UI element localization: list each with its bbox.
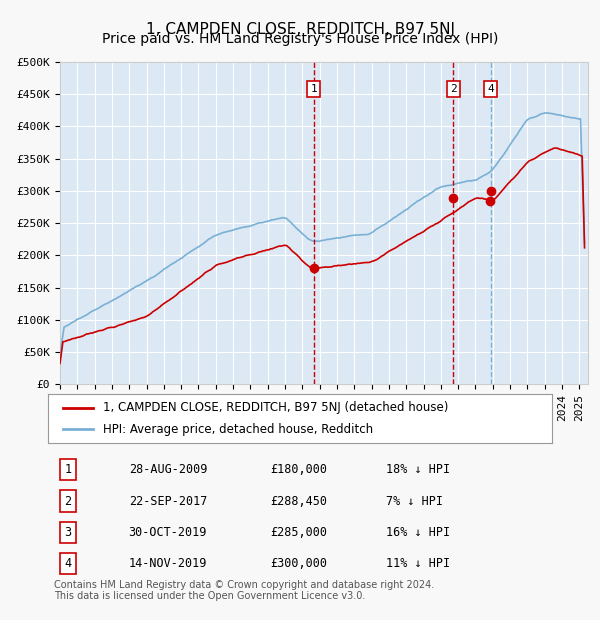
- Text: 1: 1: [310, 84, 317, 94]
- Text: 1: 1: [65, 463, 72, 476]
- Text: £300,000: £300,000: [270, 557, 327, 570]
- Text: Price paid vs. HM Land Registry's House Price Index (HPI): Price paid vs. HM Land Registry's House …: [102, 32, 498, 46]
- Text: 18% ↓ HPI: 18% ↓ HPI: [386, 463, 450, 476]
- Text: 22-SEP-2017: 22-SEP-2017: [128, 495, 207, 508]
- Text: 30-OCT-2019: 30-OCT-2019: [128, 526, 207, 539]
- Text: 1, CAMPDEN CLOSE, REDDITCH, B97 5NJ (detached house): 1, CAMPDEN CLOSE, REDDITCH, B97 5NJ (det…: [103, 401, 449, 414]
- Text: Contains HM Land Registry data © Crown copyright and database right 2024.
This d: Contains HM Land Registry data © Crown c…: [54, 580, 434, 601]
- Text: 4: 4: [487, 84, 494, 94]
- Text: 11% ↓ HPI: 11% ↓ HPI: [386, 557, 450, 570]
- Text: 16% ↓ HPI: 16% ↓ HPI: [386, 526, 450, 539]
- Text: 28-AUG-2009: 28-AUG-2009: [128, 463, 207, 476]
- Text: 14-NOV-2019: 14-NOV-2019: [128, 557, 207, 570]
- Text: 3: 3: [65, 526, 72, 539]
- Text: 2: 2: [65, 495, 72, 508]
- Text: £285,000: £285,000: [270, 526, 327, 539]
- Text: £288,450: £288,450: [270, 495, 327, 508]
- Text: 4: 4: [65, 557, 72, 570]
- Text: £180,000: £180,000: [270, 463, 327, 476]
- Text: 7% ↓ HPI: 7% ↓ HPI: [386, 495, 443, 508]
- Text: 1, CAMPDEN CLOSE, REDDITCH, B97 5NJ: 1, CAMPDEN CLOSE, REDDITCH, B97 5NJ: [146, 22, 455, 37]
- Text: 2: 2: [450, 84, 457, 94]
- Text: HPI: Average price, detached house, Redditch: HPI: Average price, detached house, Redd…: [103, 423, 374, 436]
